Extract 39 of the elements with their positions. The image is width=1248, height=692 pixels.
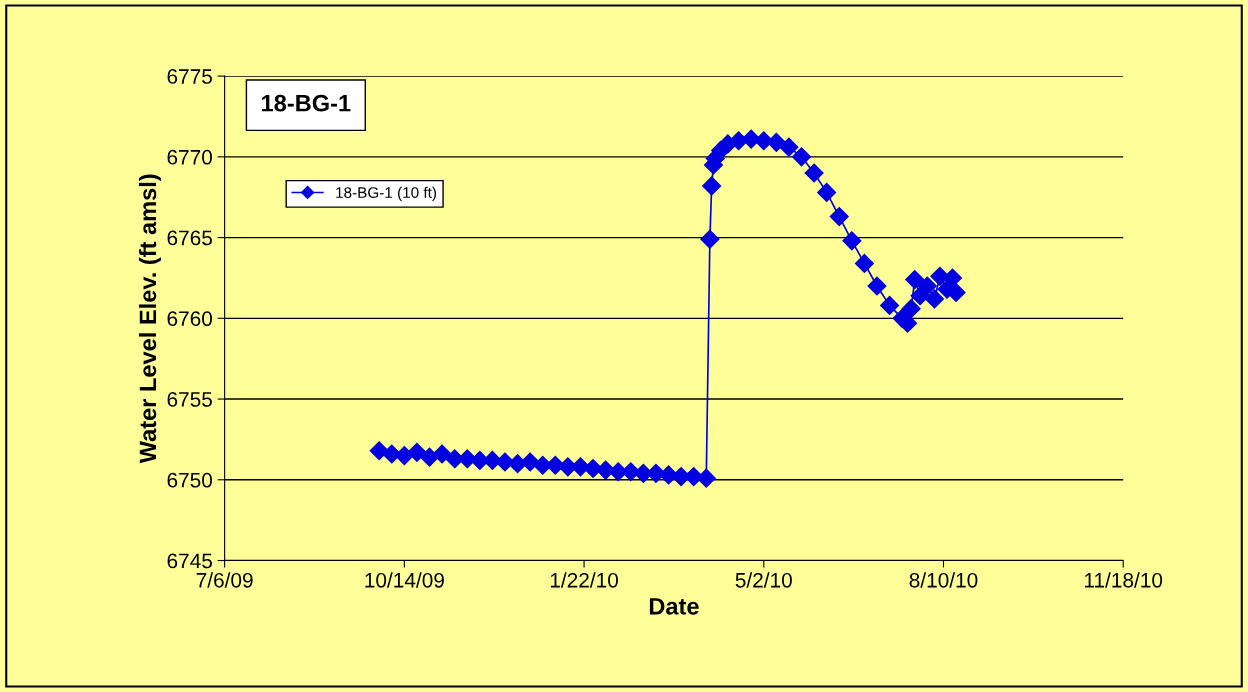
point xyxy=(407,442,427,462)
legend-label: 18-BG-1 (10 ft) xyxy=(336,186,437,201)
y-tick-label: 6745 xyxy=(167,553,212,569)
x-tick-label: 10/14/09 xyxy=(365,572,444,588)
point xyxy=(702,176,722,196)
point xyxy=(880,295,900,315)
point xyxy=(817,182,837,202)
x-tick-label: 11/18/10 xyxy=(1085,572,1163,588)
y-tick-label: 6765 xyxy=(167,230,212,246)
point xyxy=(867,276,887,296)
y-axis-title: Water Level Elev. (ft amsl) xyxy=(138,174,161,464)
point xyxy=(596,460,616,480)
point xyxy=(779,137,799,157)
x-tick-label: 8/10/10 xyxy=(909,572,978,588)
point xyxy=(942,268,963,288)
point xyxy=(804,163,824,183)
point xyxy=(700,229,720,249)
point xyxy=(854,253,874,273)
y-tick-label: 6750 xyxy=(167,472,213,488)
point xyxy=(829,207,849,227)
point xyxy=(930,266,950,286)
point xyxy=(696,468,716,488)
point xyxy=(917,276,937,296)
point xyxy=(924,289,945,309)
y-tick-label: 6755 xyxy=(167,392,212,407)
x-tick-label: 7/6/09 xyxy=(196,572,253,588)
x-axis-title: Date xyxy=(649,598,699,615)
y-tick-label: 6760 xyxy=(167,311,213,327)
point xyxy=(901,299,921,319)
point xyxy=(842,231,862,251)
point xyxy=(766,132,786,152)
point xyxy=(419,447,440,467)
y-tick-label: 6775 xyxy=(167,69,212,84)
y-tick-label: 6770 xyxy=(167,149,213,165)
text: 18-BG-1 xyxy=(262,94,351,112)
x-tick-label: 5/2/10 xyxy=(735,572,792,588)
point xyxy=(791,147,812,167)
x-tick-label: 1/22/10 xyxy=(550,572,619,588)
point xyxy=(905,270,925,290)
